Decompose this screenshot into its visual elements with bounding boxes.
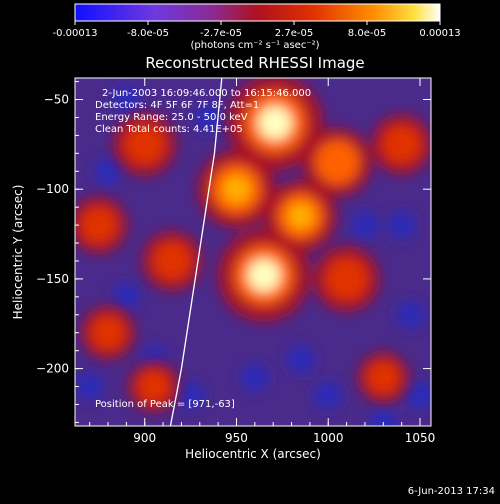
annotation-block: 2-Jun-2003 16:09:46.000 to 16:15:46.000D…: [95, 88, 311, 410]
negative-blob: [112, 282, 141, 311]
source-core: [222, 175, 251, 203]
x-axis: 900 950 1000 1050: [89, 78, 436, 445]
source-mid: [366, 360, 400, 395]
colorbar-tick-label: 2.7e-05: [275, 28, 313, 39]
negative-blob: [350, 211, 379, 240]
y-tick-label: −200: [36, 362, 69, 376]
emission-sources: [75, 78, 431, 413]
source-mid: [314, 139, 360, 185]
y-axis: −50 −100 −150 −200: [36, 81, 431, 423]
source-core: [247, 259, 281, 292]
annotation-line: Detectors: 4F 5F 6F 7F 8F, Att=1: [95, 100, 259, 111]
colorbar: [74, 3, 441, 22]
x-tick-label: 1050: [405, 431, 436, 445]
source-core: [258, 106, 292, 140]
y-tick-label: −100: [36, 182, 69, 196]
plot-frame: [74, 77, 432, 427]
y-tick-label: −150: [36, 272, 69, 286]
x-axis-label: Heliocentric X (arcsec): [185, 447, 321, 461]
source-core: [288, 203, 314, 229]
negative-blob: [75, 372, 104, 401]
source-mid: [152, 241, 192, 281]
negative-blob: [94, 157, 123, 186]
x-tick-label: 900: [133, 431, 156, 445]
negative-blob: [176, 381, 205, 410]
colorbar-tick-label: -2.7e-05: [200, 28, 242, 39]
colorbar-tick-label: -8.0e-05: [127, 28, 169, 39]
source-mid: [90, 315, 126, 351]
annotation-line: Clean Total counts: 4.41E+05: [95, 124, 243, 135]
annotation-line: 2-Jun-2003 16:09:46.000 to 16:15:46.000: [102, 88, 311, 99]
x-tick-label: 950: [225, 431, 248, 445]
source-mid: [80, 206, 118, 244]
colorbar-tick-label: 8.0e-05: [348, 28, 386, 39]
source-mid: [124, 123, 166, 165]
negative-blob: [314, 381, 343, 410]
negative-blob: [369, 408, 398, 426]
colorbar-units: (photons cm⁻² s⁻¹ asec⁻²): [190, 40, 319, 51]
footer-timestamp: 6-Jun-2013 17:34: [408, 486, 495, 497]
negative-blob: [405, 381, 431, 410]
negative-blob: [112, 85, 141, 114]
colorbar-tick-labels: -0.00013 -8.0e-05 -2.7e-05 2.7e-05 8.0e-05 0.…: [53, 28, 461, 39]
colorbar-tick-label: 0.00013: [419, 28, 460, 39]
chart-title: Reconstructed RHESSI Image: [145, 54, 364, 72]
peak-position-annotation: Position of Peak = [971,-63]: [95, 399, 235, 410]
negative-blob: [286, 345, 315, 374]
colorbar-tick-label: -0.00013: [53, 28, 98, 39]
x-tick-label: 1000: [313, 431, 344, 445]
heatmap-image: [75, 78, 431, 426]
negative-blob: [194, 103, 223, 132]
solar-limb-line: [169, 78, 223, 426]
annotation-line: Energy Range: 25.0 - 50.0 keV: [95, 112, 248, 123]
source-mid: [137, 369, 171, 404]
source-mid: [325, 257, 369, 301]
y-axis-label: Heliocentric Y (arcsec): [11, 185, 25, 320]
negative-blob: [387, 211, 416, 240]
y-tick-label: −50: [44, 93, 69, 107]
colorbar-ticks: [74, 21, 441, 25]
source-mid: [382, 124, 422, 164]
negative-blob: [240, 363, 269, 392]
negative-blob: [396, 300, 425, 329]
